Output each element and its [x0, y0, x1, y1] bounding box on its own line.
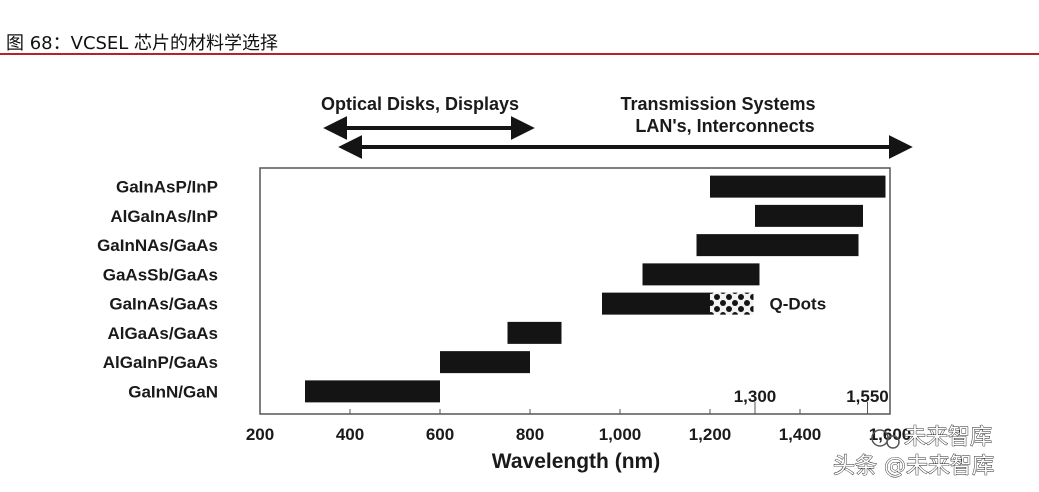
range-bar-gaassb-gaas: [642, 263, 760, 286]
category-label-algaas-gaas: AlGaAs/GaAs: [107, 324, 218, 343]
x-tick-label-1-400: 1,400: [779, 425, 822, 444]
watermark: 未来智库 头条 @未来智库: [833, 425, 995, 480]
category-label-gainn-gan: GaInN/GaN: [128, 382, 218, 401]
category-label-gaassb-gaas: GaAsSb/GaAs: [103, 265, 218, 284]
application-label-optical: Optical Disks, Displays: [321, 94, 519, 114]
q-dots-label: Q-Dots: [770, 295, 827, 314]
category-label-gainasp-inp: GaInAsP/InP: [116, 178, 218, 197]
reference-label-1-550: 1,550: [846, 387, 889, 406]
plot-frame: [259, 167, 891, 415]
x-tick-label-1-000: 1,000: [599, 425, 642, 444]
category-label-gainnas-gaas: GaInNAs/GaAs: [97, 236, 218, 255]
range-bar-gainas-gaas: [602, 292, 710, 315]
watermark-brand: 未来智库: [904, 425, 992, 450]
x-tick-label-600: 600: [426, 425, 454, 444]
figure-title: 图 68：VCSEL 芯片的材料学选择: [6, 33, 279, 54]
x-tick-label-800: 800: [516, 425, 544, 444]
range-bar-algainp-gaas: [440, 351, 530, 374]
range-bar-gainasp-inp: [710, 175, 886, 198]
category-label-gainas-gaas: GaInAs/GaAs: [109, 295, 218, 314]
application-label-transmission: Transmission Systems: [620, 94, 815, 114]
application-label-lan: LAN's, Interconnects: [635, 116, 814, 136]
reference-label-1-300: 1,300: [734, 387, 777, 406]
category-label-algainas-inp: AlGaInAs/InP: [110, 207, 218, 226]
range-bar-gainnas-gaas: [696, 234, 859, 257]
category-label-algainp-gaas: AlGaInP/GaAs: [103, 353, 218, 372]
range-bar-algaas-gaas: [507, 321, 562, 344]
watermark-logo-icon: [871, 429, 900, 449]
title-rule: [0, 53, 1039, 55]
watermark-caption: 头条 @未来智库: [833, 454, 994, 479]
range-bar-gainn-gan: [305, 380, 440, 403]
x-tick-label-1-200: 1,200: [689, 425, 732, 444]
x-axis-label: Wavelength (nm): [492, 450, 660, 473]
x-tick-label-200: 200: [246, 425, 274, 444]
range-bar-algainas-inp: [755, 204, 863, 227]
x-tick-label-400: 400: [336, 425, 364, 444]
q-dots-extension-bar: [710, 292, 754, 315]
